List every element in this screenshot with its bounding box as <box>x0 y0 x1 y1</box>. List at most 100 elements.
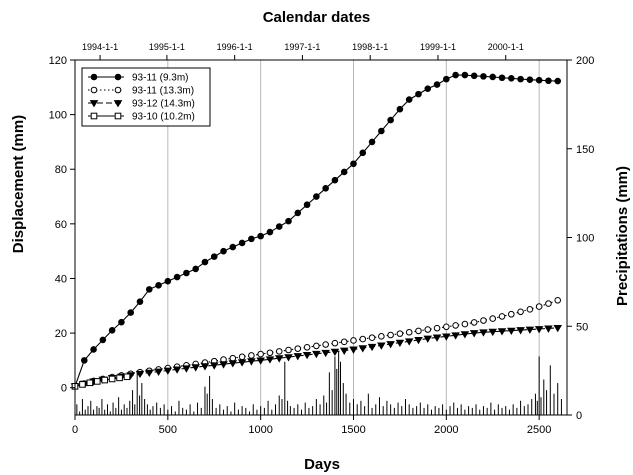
data-point <box>415 90 422 98</box>
top-axis-ticks: 1994-1-1 1995-1-1 1996-1-1 1997-1-1 1998-1-1… <box>82 42 524 60</box>
data-point <box>535 76 543 84</box>
data-point <box>498 313 506 320</box>
data-point <box>90 346 97 353</box>
data-point <box>508 74 515 82</box>
data-point <box>507 327 516 336</box>
data-point <box>461 71 469 79</box>
data-point <box>321 349 330 358</box>
data-point <box>443 323 450 331</box>
data-point <box>395 339 405 348</box>
data-point <box>123 373 131 381</box>
data-point <box>331 339 339 347</box>
data-point <box>145 286 153 293</box>
data-point <box>517 75 524 83</box>
data-point <box>553 324 562 333</box>
data-point <box>237 359 247 367</box>
data-point <box>535 303 543 310</box>
data-point <box>387 116 394 124</box>
data-point <box>238 239 246 247</box>
data-point <box>470 72 478 80</box>
y-tick-label: 20 <box>55 328 67 340</box>
legend-marker <box>113 100 123 108</box>
series-layer <box>70 71 562 391</box>
data-point <box>210 253 218 260</box>
series-1 <box>71 71 562 390</box>
y2-tick-label: 200 <box>576 55 594 67</box>
y2-tick-label: 0 <box>576 410 582 422</box>
data-point <box>415 327 422 335</box>
data-point <box>359 335 367 343</box>
legend-label: 93-11 (13.3m) <box>132 86 194 97</box>
data-point <box>201 258 209 266</box>
data-point <box>340 338 348 346</box>
data-point <box>118 318 125 326</box>
data-point <box>339 347 349 355</box>
data-point <box>219 361 228 369</box>
y-tick-label: 40 <box>55 273 67 285</box>
legend-marker <box>114 73 122 81</box>
data-point <box>340 168 348 176</box>
data-point <box>554 297 562 304</box>
legend: 93-11 (9.3m) 93-11 (13.3m) 93-12 (14.3m) 93… <box>81 67 211 127</box>
x-tick-label: 1000 <box>248 424 272 436</box>
x-tick-label: 2000 <box>434 424 458 436</box>
data-point <box>350 337 357 344</box>
data-point <box>525 326 535 334</box>
y-tick-label: 80 <box>55 164 67 176</box>
data-point <box>285 217 292 225</box>
y2-tick-label: 150 <box>576 144 594 156</box>
data-point <box>294 209 302 217</box>
data-point <box>367 343 377 352</box>
data-point <box>257 350 264 358</box>
data-point <box>303 201 311 209</box>
top-tick-label: 2000-1-1 <box>488 42 524 52</box>
data-point <box>209 362 219 370</box>
data-point <box>489 315 497 322</box>
data-point <box>452 71 459 79</box>
series-2 <box>71 297 562 390</box>
axes: 0 500 1000 1500 2000 2500 0 20 40 60 80 100 120 0 50 10… <box>49 55 595 436</box>
data-point <box>108 375 116 383</box>
x-tick-label: 0 <box>72 424 78 436</box>
data-point <box>192 265 199 273</box>
data-point <box>155 281 162 289</box>
data-point <box>432 334 442 342</box>
data-point <box>480 73 487 80</box>
data-point <box>86 379 94 387</box>
data-point <box>266 228 274 236</box>
data-point <box>135 370 145 379</box>
data-point <box>183 269 190 277</box>
data-point <box>442 333 451 341</box>
legend-label: 93-11 (9.3m) <box>132 73 189 84</box>
data-point <box>127 309 134 316</box>
data-point <box>386 341 395 349</box>
data-point <box>479 329 488 337</box>
data-point <box>116 374 123 382</box>
data-point <box>93 378 101 385</box>
data-point <box>378 127 385 135</box>
data-point <box>331 176 339 184</box>
data-point <box>182 365 191 373</box>
data-point <box>488 328 498 337</box>
data-point <box>469 330 479 338</box>
data-point <box>285 346 292 354</box>
top-tick-label: 1994-1-1 <box>82 42 118 52</box>
legend-label: 93-12 (14.3m) <box>132 99 195 110</box>
data-point <box>238 353 246 361</box>
data-point <box>516 327 525 335</box>
top-tick-label: 1996-1-1 <box>217 42 253 52</box>
data-point <box>378 333 385 340</box>
legend-marker <box>90 86 98 94</box>
y-tick-label: 60 <box>55 219 67 231</box>
data-point <box>526 306 534 313</box>
data-point <box>498 74 506 82</box>
data-point <box>526 76 534 83</box>
data-point <box>191 364 200 372</box>
data-point <box>164 277 172 285</box>
x-tick-label: 500 <box>159 424 177 436</box>
data-point <box>200 363 210 371</box>
data-point <box>358 345 368 353</box>
top-tick-label: 1997-1-1 <box>284 42 320 52</box>
data-point <box>396 105 404 113</box>
